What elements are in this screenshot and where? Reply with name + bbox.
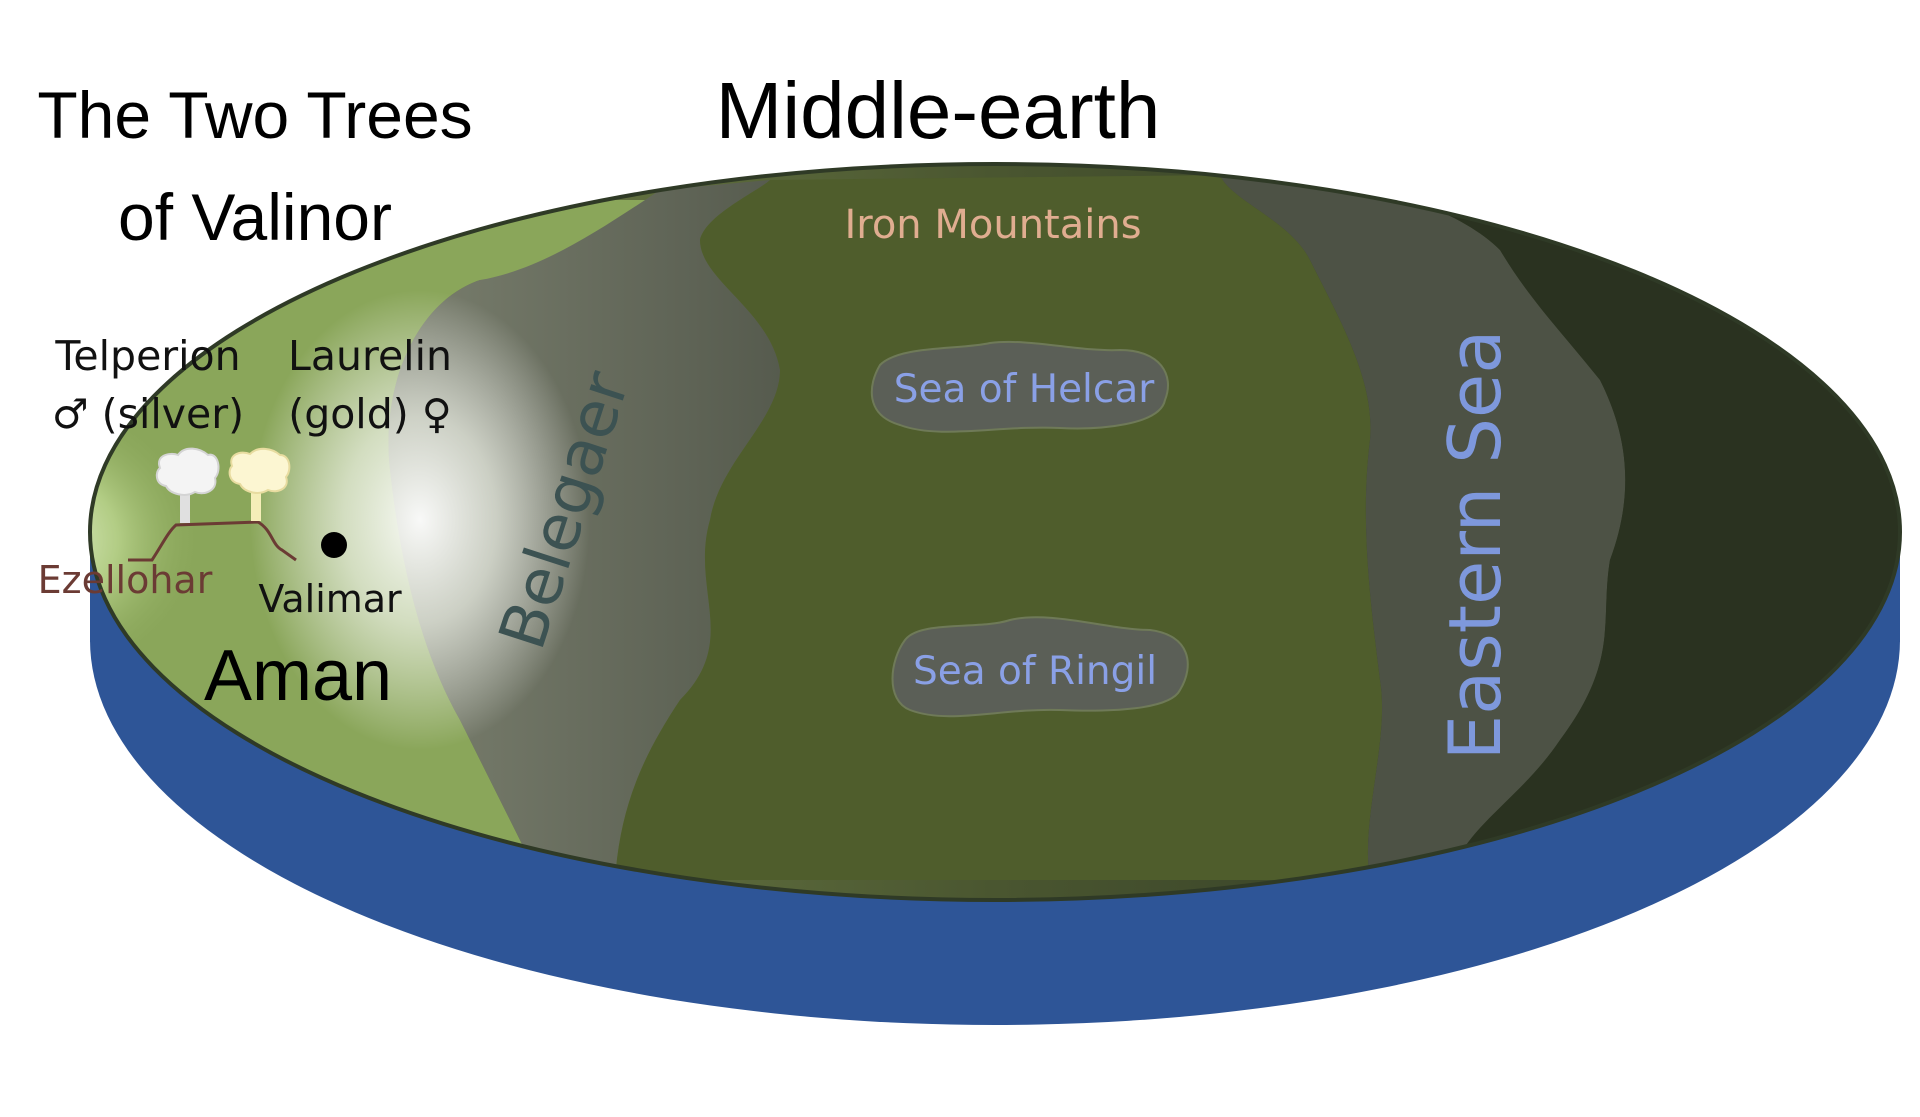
iron-mountains-label: Iron Mountains <box>844 202 1141 248</box>
sea-of-helcar-label: Sea of Helcar <box>894 367 1156 412</box>
trees-title-line1: The Two Trees <box>37 78 472 152</box>
sea-of-ringil-shape <box>891 616 1189 718</box>
middle-earth-central <box>615 175 1383 880</box>
valimar-city-dot-icon <box>321 532 347 558</box>
ezellohar-label: Ezellohar <box>38 558 213 602</box>
laurelin-label: Laurelin <box>288 332 452 380</box>
ezellohar-hill-icon <box>128 520 297 562</box>
laurelin-description: (gold) ♀ <box>288 390 452 438</box>
laurelin-tree-icon <box>228 447 291 521</box>
telperion-label: Telperion <box>54 332 240 380</box>
sea-of-helcar-shape <box>870 340 1169 433</box>
aman-label: Aman <box>204 636 392 716</box>
telperion-tree-icon <box>155 447 220 523</box>
eastern-sea-label: Eastern Sea <box>1433 330 1517 761</box>
sea-of-ringil-label: Sea of Ringil <box>913 649 1157 694</box>
eastern-land <box>1340 175 1900 880</box>
telperion-description: ♂ (silver) <box>52 390 244 438</box>
map-title: Middle-earth <box>716 66 1161 155</box>
disc-rim <box>88 162 1902 902</box>
valimar-label: Valimar <box>258 577 402 621</box>
eastern-sea-band <box>1220 175 1626 880</box>
trees-title-line2: of Valinor <box>118 180 392 254</box>
disc-top <box>90 164 1900 900</box>
